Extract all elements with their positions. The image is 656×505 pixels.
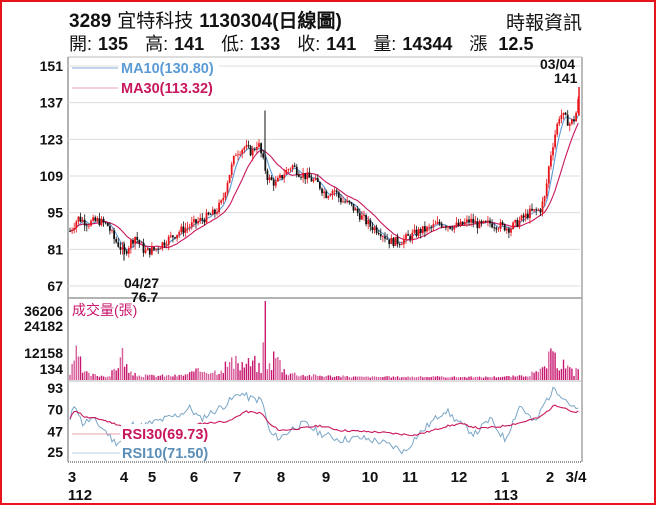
rsi-tick: 47 <box>47 423 63 439</box>
rsi30-legend: RSI30(69.73) <box>122 427 208 443</box>
volume-tick: 36206 <box>24 303 63 319</box>
last-date: 03/04 <box>540 56 575 72</box>
rsi-legend: RSI30(69.73) RSI10(71.50) <box>72 424 221 462</box>
low-label: 低: <box>221 34 245 54</box>
close-label: 收: <box>297 34 321 54</box>
rsi10-legend: RSI10(71.50) <box>122 446 208 462</box>
panel-frames <box>67 56 583 463</box>
high-value: 141 <box>174 34 205 54</box>
low-value: 76.7 <box>131 289 158 305</box>
low-annotation: 04/27 76.7 <box>124 275 159 305</box>
price-tick: 81 <box>47 241 63 257</box>
ma10-legend: MA10(130.80) <box>121 61 214 77</box>
ma30-legend: MA30(113.32) <box>121 81 213 97</box>
rsi-tick: 25 <box>47 444 63 460</box>
change-value: 12.5 <box>498 34 534 54</box>
last-value: 141 <box>554 70 578 86</box>
volume-tick: 24182 <box>24 318 63 334</box>
close-value: 141 <box>326 34 357 54</box>
stock-name: 宜特科技 <box>117 11 194 32</box>
month-tick: 3 <box>68 469 76 486</box>
month-tick: 7 <box>233 469 241 486</box>
volume-legend: 成交量(張) <box>72 302 137 318</box>
price-gridlines <box>68 65 580 287</box>
volume-bars <box>69 301 579 380</box>
price-tick: 123 <box>40 131 64 147</box>
price-tick: 137 <box>40 95 64 111</box>
month-tick: 6 <box>190 469 198 486</box>
candlesticks <box>69 86 580 261</box>
price-axis: 151 137 123 109 95 81 67 <box>40 58 64 294</box>
rsi-axis: 93 70 47 25 <box>47 380 63 460</box>
year-tick: 112 <box>68 487 92 504</box>
change-label: 漲 <box>469 34 488 54</box>
month-tick: 12 <box>451 469 468 486</box>
rsi-tick: 70 <box>47 402 63 418</box>
low-value: 133 <box>250 34 281 54</box>
month-tick: 4 <box>120 469 129 486</box>
month-tick: 2 <box>546 469 554 486</box>
volume-value: 14344 <box>402 34 453 54</box>
stock-code: 3289 <box>69 11 112 32</box>
low-date: 04/27 <box>124 275 159 291</box>
last-annotation: 03/04 141 <box>540 56 578 86</box>
month-tick: 8 <box>277 469 285 486</box>
moving-average-lines <box>69 114 579 252</box>
quote-line: 開: 135 高: 141 低: 133 收: 141 量: 14344 漲 12.5 <box>69 30 545 56</box>
data-source: 時報資訊 <box>506 13 583 34</box>
ma-legend: MA10(130.80) MA30(113.32) <box>72 59 219 97</box>
rsi-tick: 93 <box>47 380 63 396</box>
chart-title: 3289 宜特科技 1130304(日線圖) <box>69 6 342 33</box>
month-tick: 11 <box>402 469 418 486</box>
month-tick: 5 <box>148 469 156 486</box>
volume-label: 量: <box>373 34 397 54</box>
price-tick: 95 <box>47 205 63 221</box>
month-tick: 3/4 <box>566 469 588 486</box>
price-tick: 67 <box>47 278 63 294</box>
high-label: 高: <box>145 34 169 54</box>
open-label: 開: <box>69 34 93 54</box>
month-tick: 9 <box>322 469 330 486</box>
price-tick: 109 <box>40 168 64 184</box>
volume-title: 成交量(張) <box>72 302 137 318</box>
year-tick: 113 <box>494 487 518 504</box>
volume-tick: 134 <box>40 361 64 377</box>
chart-date: 1130304(日線圖) <box>199 11 342 32</box>
volume-tick: 12158 <box>24 345 63 361</box>
month-tick: 10 <box>362 469 379 486</box>
open-value: 135 <box>98 34 129 54</box>
price-tick: 151 <box>40 58 64 74</box>
month-tick: 1 <box>501 469 509 486</box>
